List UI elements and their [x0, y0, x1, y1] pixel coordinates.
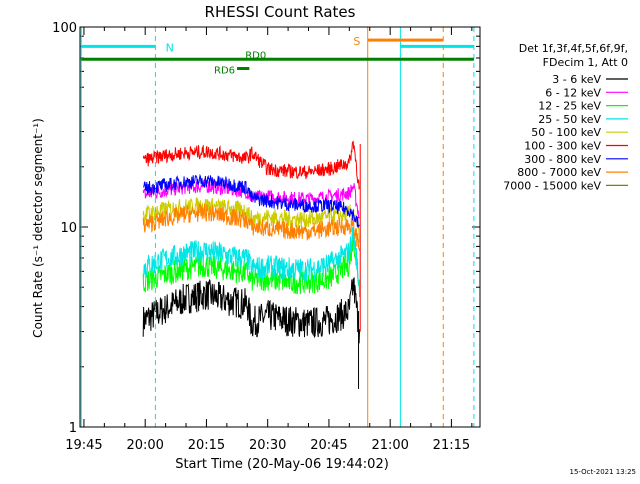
legend-label: 3 - 6 keV	[552, 73, 601, 86]
series-line	[142, 196, 361, 243]
night-bar	[81, 44, 156, 48]
x-tick-label: 19:45	[65, 438, 102, 453]
series-line	[142, 230, 361, 298]
legend-label: 12 - 25 keV	[538, 100, 601, 113]
plot-timestamp: 15-Oct-2021 13:25	[570, 468, 636, 476]
series-line	[142, 140, 361, 191]
x-tick-label: 21:00	[371, 438, 408, 453]
y-tick-label: 1	[69, 421, 77, 436]
series-line	[142, 277, 361, 344]
data-marks: 19:45 20:00 20:15 20:30 20:45 21:00 21:15 1 10 10…	[52, 21, 628, 453]
series-line	[142, 226, 361, 297]
legend-label: 300 - 800 keV	[524, 153, 601, 166]
y-tick-label: 100	[52, 21, 77, 36]
legend-label: 100 - 300 keV	[524, 140, 601, 153]
x-tick-label: 20:00	[126, 438, 163, 453]
y-tick-label: 10	[60, 221, 77, 236]
saa-bar	[367, 38, 444, 42]
plot-frame	[79, 26, 481, 428]
series-line	[142, 202, 361, 252]
x-tick-label: 20:15	[188, 438, 225, 453]
chart-title: RHESSI Count Rates	[205, 3, 356, 21]
legend-label: 50 - 100 keV	[531, 126, 601, 139]
legend-label: 800 - 7000 keV	[517, 166, 601, 179]
legend-label: 7000 - 15000 keV	[503, 179, 601, 192]
series-line	[143, 173, 360, 229]
legend-label: 25 - 50 keV	[538, 113, 601, 126]
x-tick-label: 20:30	[249, 438, 286, 453]
legend-header-line-2: FDecim 1, Att 0	[543, 56, 628, 69]
decimation-bar	[81, 57, 474, 61]
x-tick-label: 21:15	[433, 438, 470, 453]
x-axis-label: Start Time (20-May-06 19:44:02)	[175, 457, 389, 472]
night-label-n: N	[166, 41, 174, 54]
legend-header-line-1: Det 1f,3f,4f,5f,6f,9f,	[519, 42, 628, 55]
decimation-rd6-bar	[237, 67, 250, 71]
saa-label-s: S	[353, 35, 360, 48]
decimation-label-rd6: RD6	[214, 66, 235, 77]
night-bar	[400, 44, 474, 48]
decimation-label-rd0: RD0	[245, 50, 266, 61]
x-tick-label: 20:45	[310, 438, 347, 453]
y-axis-label: Count Rate (s⁻¹ detector segment⁻¹)	[31, 118, 45, 338]
legend-label: 6 - 12 keV	[545, 86, 601, 99]
